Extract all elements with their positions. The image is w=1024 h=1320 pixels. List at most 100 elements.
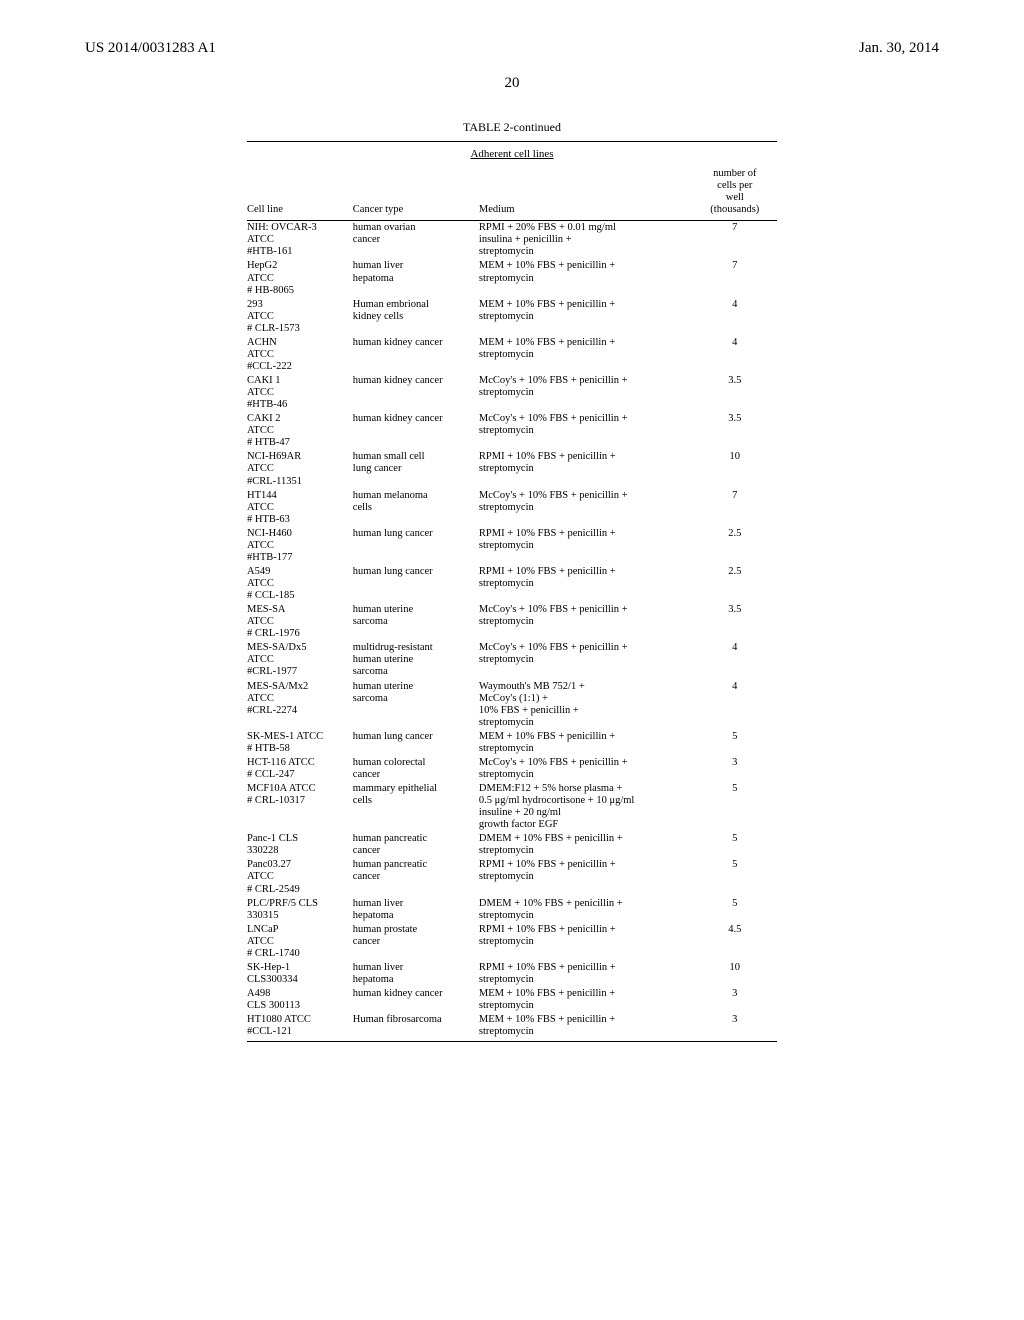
cell-line: PLC/PRF/5 CLS330315 (247, 897, 353, 923)
cancer-type: human colorectalcancer (353, 756, 479, 782)
num-cells: 4 (697, 641, 777, 679)
cancer-type: Human embrionalkidney cells (353, 298, 479, 336)
cancer-type: human kidney cancer (353, 336, 479, 374)
cancer-type: human small celllung cancer (353, 450, 479, 488)
cell-line: CAKI 2ATCC# HTB-47 (247, 412, 353, 450)
table-row: A498CLS 300113human kidney cancerMEM + 1… (247, 987, 777, 1013)
num-cells: 3.5 (697, 374, 777, 412)
num-h1: cells per (697, 180, 773, 192)
num-cells: 2.5 (697, 527, 777, 565)
cell-line: MES-SAATCC# CRL-1976 (247, 603, 353, 641)
table-row: ACHNATCC#CCL-222human kidney cancerMEM +… (247, 336, 777, 374)
num-cells: 7 (697, 489, 777, 527)
num-cells: 3.5 (697, 603, 777, 641)
page: US 2014/0031283 A1 Jan. 30, 2014 20 TABL… (0, 0, 1024, 1320)
num-cells: 3 (697, 987, 777, 1013)
table-row: SK-Hep-1CLS300334human liverhepatomaRPMI… (247, 961, 777, 987)
medium: McCoy's + 10% FBS + penicillin +streptom… (479, 641, 697, 679)
cancer-type: human liverhepatoma (353, 259, 479, 297)
medium: MEM + 10% FBS + penicillin +streptomycin (479, 298, 697, 336)
cancer-type: mammary epithelialcells (353, 782, 479, 832)
table-row: MES-SAATCC# CRL-1976human uterinesarcoma… (247, 603, 777, 641)
col-number-cells: number of cells per well (thousands) (697, 164, 777, 221)
medium: MEM + 10% FBS + penicillin +streptomycin (479, 730, 697, 756)
num-cells: 5 (697, 730, 777, 756)
cell-line: Panc-1 CLS330228 (247, 832, 353, 858)
table-row: A549ATCC# CCL-185human lung cancerRPMI +… (247, 565, 777, 603)
num-cells: 10 (697, 450, 777, 488)
table-row: SK-MES-1 ATCC# HTB-58human lung cancerME… (247, 730, 777, 756)
num-cells: 4 (697, 336, 777, 374)
table-row: HT144ATCC# HTB-63human melanomacellsMcCo… (247, 489, 777, 527)
cell-line: MES-SA/Mx2ATCC#CRL-2274 (247, 680, 353, 730)
table-2-continued: TABLE 2-continued Adherent cell lines Ce… (247, 120, 777, 1042)
num-cells: 4.5 (697, 923, 777, 961)
medium: RPMI + 10% FBS + penicillin +streptomyci… (479, 450, 697, 488)
cancer-type: human liverhepatoma (353, 961, 479, 987)
num-cells: 5 (697, 782, 777, 832)
table-row: 293ATCC# CLR-1573Human embrionalkidney c… (247, 298, 777, 336)
page-number: 20 (85, 75, 939, 92)
cancer-type: human ovariancancer (353, 221, 479, 260)
table-body: NIH: OVCAR-3ATCC#HTB-161human ovariancan… (247, 221, 777, 1040)
cell-line: HT144ATCC# HTB-63 (247, 489, 353, 527)
num-h0: number of (697, 168, 773, 180)
table-row: MES-SA/Mx2ATCC#CRL-2274human uterinesarc… (247, 680, 777, 730)
table-row: CAKI 1ATCC#HTB-46human kidney cancerMcCo… (247, 374, 777, 412)
medium: MEM + 10% FBS + penicillin +streptomycin (479, 336, 697, 374)
cancer-type: human melanomacells (353, 489, 479, 527)
num-cells: 2.5 (697, 565, 777, 603)
cell-line: A549ATCC# CCL-185 (247, 565, 353, 603)
medium: RPMI + 10% FBS + penicillin +streptomyci… (479, 961, 697, 987)
table-row: NCI-H69ARATCC#CRL-11351human small celll… (247, 450, 777, 488)
cell-line: 293ATCC# CLR-1573 (247, 298, 353, 336)
cancer-type: human lung cancer (353, 527, 479, 565)
cell-line: NIH: OVCAR-3ATCC#HTB-161 (247, 221, 353, 260)
cell-line: CAKI 1ATCC#HTB-46 (247, 374, 353, 412)
num-cells: 4 (697, 298, 777, 336)
medium: MEM + 10% FBS + penicillin +streptomycin (479, 259, 697, 297)
table-head: Cell line Cancer type Medium number of c… (247, 164, 777, 221)
medium: McCoy's + 10% FBS + penicillin +streptom… (479, 756, 697, 782)
cell-line: NCI-H69ARATCC#CRL-11351 (247, 450, 353, 488)
table-row: CAKI 2ATCC# HTB-47human kidney cancerMcC… (247, 412, 777, 450)
col-cancer-type: Cancer type (353, 164, 479, 221)
medium: MEM + 10% FBS + penicillin +streptomycin (479, 1013, 697, 1039)
cancer-type: human kidney cancer (353, 374, 479, 412)
num-h2: well (697, 192, 773, 204)
cell-line: Panc03.27ATCC# CRL-2549 (247, 858, 353, 896)
cell-line: MCF10A ATCC# CRL-10317 (247, 782, 353, 832)
medium: RPMI + 10% FBS + penicillin +streptomyci… (479, 565, 697, 603)
col-medium: Medium (479, 164, 697, 221)
table-row: MCF10A ATCC# CRL-10317mammary epithelial… (247, 782, 777, 832)
medium: RPMI + 10% FBS + penicillin +streptomyci… (479, 527, 697, 565)
medium: DMEM + 10% FBS + penicillin +streptomyci… (479, 832, 697, 858)
num-cells: 5 (697, 832, 777, 858)
cell-line: LNCaPATCC# CRL-1740 (247, 923, 353, 961)
num-cells: 7 (697, 259, 777, 297)
table-row: Panc03.27ATCC# CRL-2549human pancreaticc… (247, 858, 777, 896)
cancer-type: human kidney cancer (353, 987, 479, 1013)
medium: McCoy's + 10% FBS + penicillin +streptom… (479, 603, 697, 641)
cell-line: HepG2ATCC# HB-8065 (247, 259, 353, 297)
table-row: NIH: OVCAR-3ATCC#HTB-161human ovariancan… (247, 221, 777, 260)
col-cell-line: Cell line (247, 164, 353, 221)
table-row: NCI-H460ATCC#HTB-177human lung cancerRPM… (247, 527, 777, 565)
table-row: HepG2ATCC# HB-8065human liverhepatomaMEM… (247, 259, 777, 297)
cancer-type: human prostatecancer (353, 923, 479, 961)
num-h3: (thousands) (697, 204, 773, 216)
table-row: Panc-1 CLS330228human pancreaticcancerDM… (247, 832, 777, 858)
cell-line: MES-SA/Dx5ATCC#CRL-1977 (247, 641, 353, 679)
cancer-type: human kidney cancer (353, 412, 479, 450)
table-row: LNCaPATCC# CRL-1740human prostatecancerR… (247, 923, 777, 961)
cell-line: HCT-116 ATCC# CCL-247 (247, 756, 353, 782)
medium: RPMI + 10% FBS + penicillin +streptomyci… (479, 923, 697, 961)
cancer-type: human pancreaticcancer (353, 858, 479, 896)
cancer-type: human liverhepatoma (353, 897, 479, 923)
table-row: HT1080 ATCC#CCL-121Human fibrosarcomaMEM… (247, 1013, 777, 1039)
num-cells: 5 (697, 858, 777, 896)
cell-line: HT1080 ATCC#CCL-121 (247, 1013, 353, 1039)
medium: McCoy's + 10% FBS + penicillin +streptom… (479, 374, 697, 412)
medium: DMEM + 10% FBS + penicillin +streptomyci… (479, 897, 697, 923)
cancer-type: multidrug-resistanthuman uterinesarcoma (353, 641, 479, 679)
